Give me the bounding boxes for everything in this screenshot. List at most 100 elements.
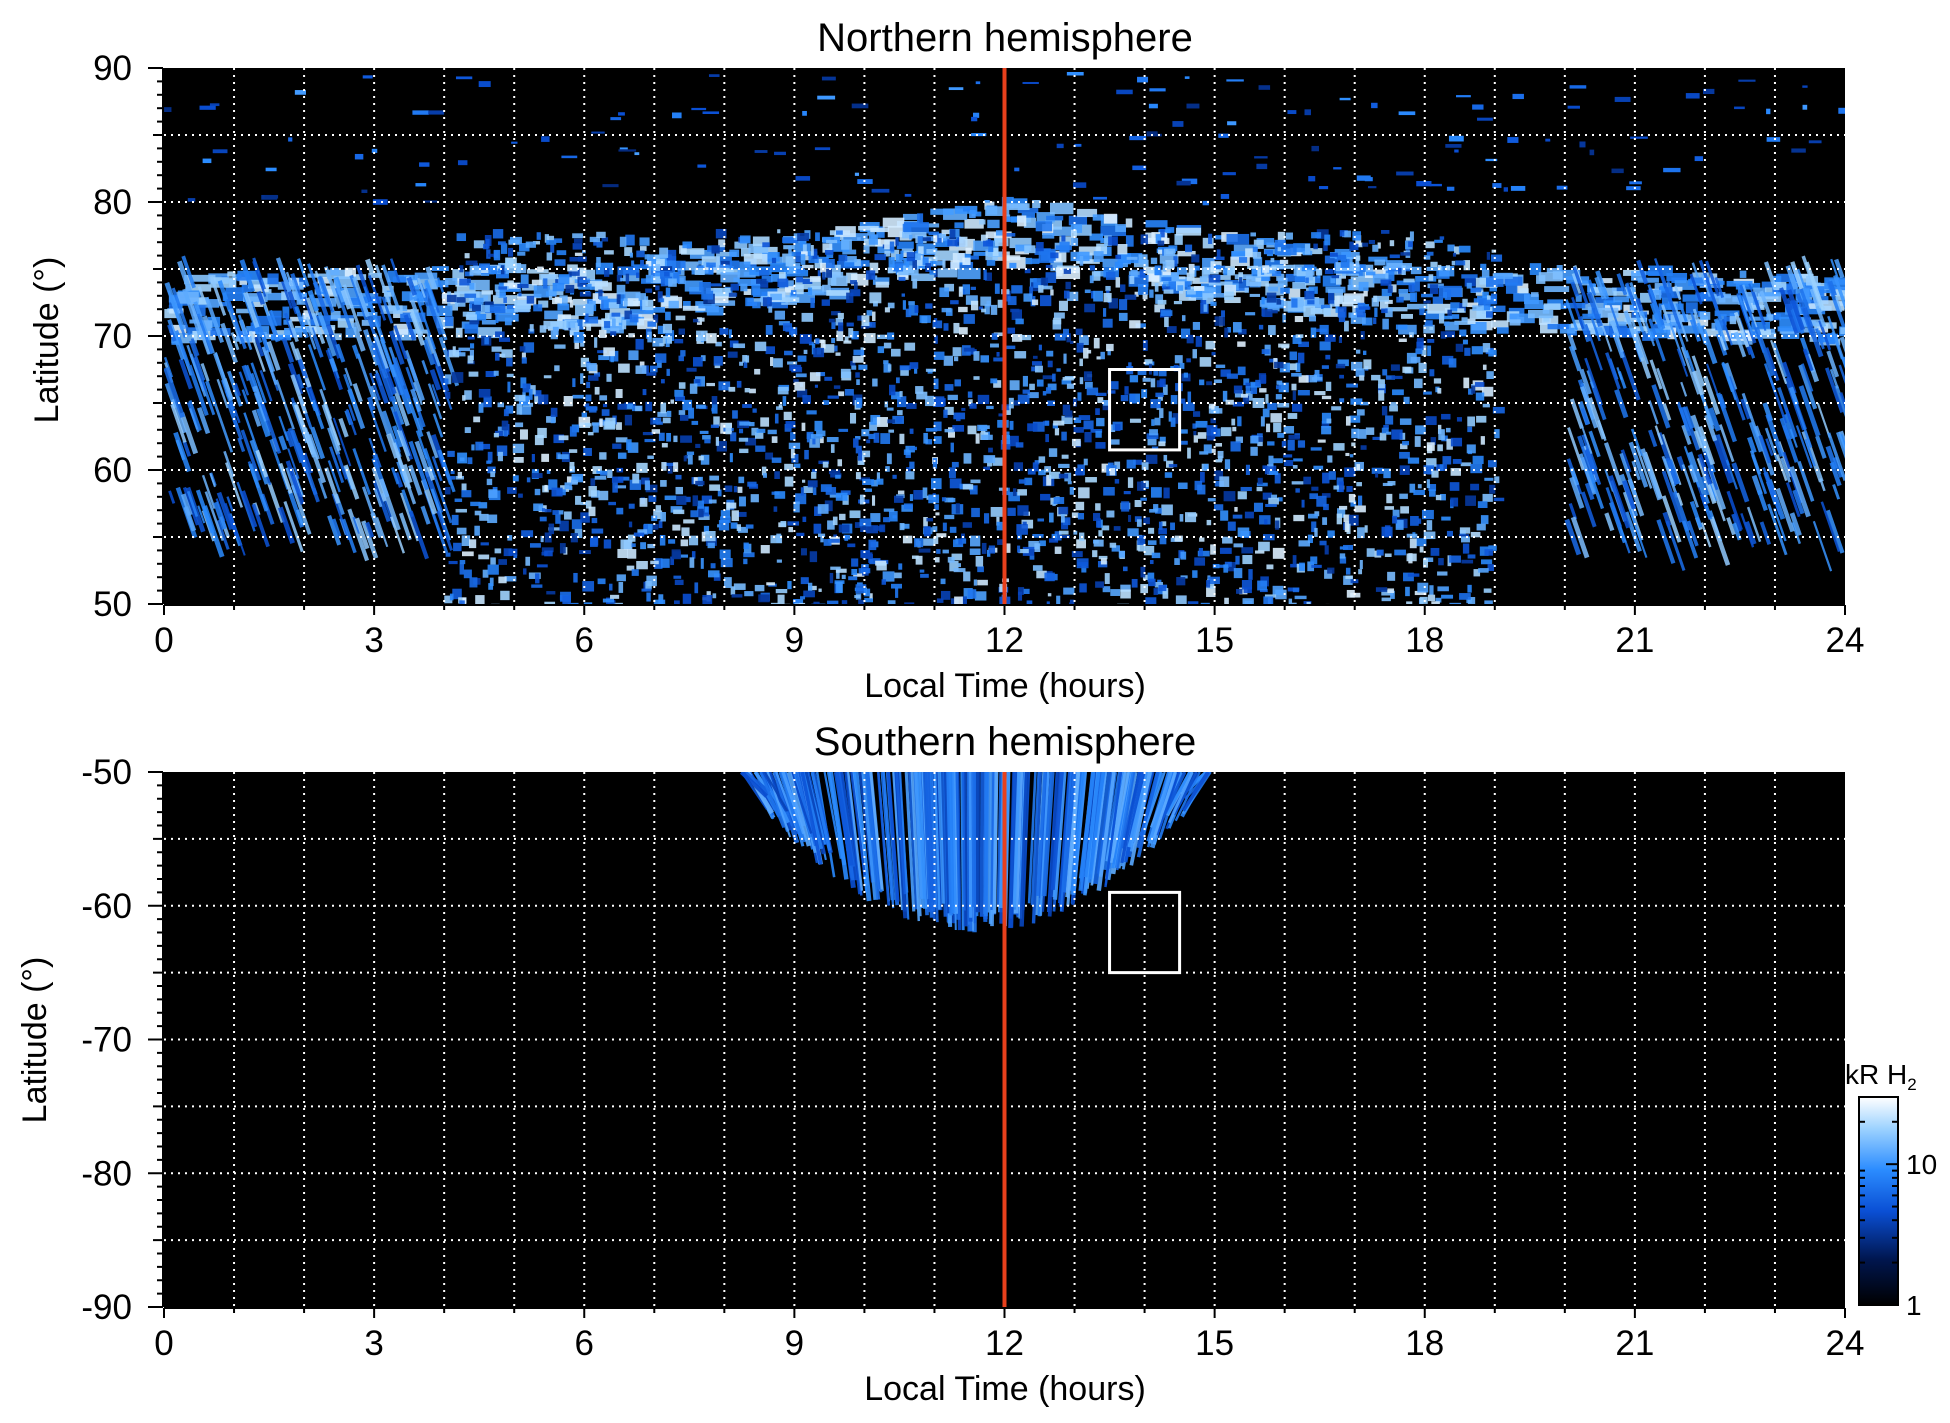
emission-cell <box>1120 395 1129 402</box>
y-tick-label: -90 <box>81 1288 132 1327</box>
emission-streak <box>1681 424 1692 446</box>
emission-cell <box>1273 422 1282 433</box>
emission-cell <box>464 293 477 298</box>
emission-cell <box>714 363 721 369</box>
emission-cell <box>1364 525 1368 533</box>
emission-streak <box>1107 772 1129 864</box>
emission-cell <box>1743 292 1757 303</box>
emission-streak <box>171 287 191 336</box>
emission-cell <box>802 110 807 116</box>
emission-cell <box>674 389 684 397</box>
emission-cell <box>470 501 481 507</box>
emission-cell <box>1076 539 1086 549</box>
emission-streak <box>1680 381 1688 397</box>
emission-cell <box>628 333 635 338</box>
emission-cell <box>679 245 687 254</box>
emission-cell <box>636 272 640 278</box>
emission-cell <box>1022 375 1028 387</box>
emission-cell <box>1461 559 1474 564</box>
emission-cell <box>965 295 978 305</box>
emission-cell <box>1172 121 1184 127</box>
emission-cell <box>914 305 919 313</box>
emission-cell <box>1245 382 1250 389</box>
emission-cell <box>1470 483 1480 491</box>
emission-streak <box>303 452 314 474</box>
emission-streak <box>1826 350 1840 378</box>
emission-cell <box>939 287 950 298</box>
emission-cell <box>803 486 813 494</box>
emission-streak <box>389 258 401 284</box>
emission-cell <box>1236 588 1243 594</box>
emission-cell <box>1206 586 1216 597</box>
emission-cell <box>1386 431 1392 435</box>
emission-cell <box>1289 351 1298 361</box>
emission-cell <box>1210 418 1216 424</box>
emission-cell <box>736 524 742 532</box>
emission-cell <box>801 312 814 322</box>
emission-streak <box>183 506 197 532</box>
emission-streak <box>1709 516 1731 566</box>
emission-cell <box>1157 240 1165 246</box>
emission-cell <box>500 243 508 254</box>
emission-streak <box>1765 413 1785 457</box>
emission-cell <box>1241 580 1253 590</box>
emission-cell <box>1761 281 1779 289</box>
emission-cell <box>1441 516 1451 521</box>
emission-cell <box>815 232 820 242</box>
emission-cell <box>925 439 933 445</box>
emission-cell <box>1258 324 1264 330</box>
emission-cell <box>1093 251 1104 262</box>
emission-cell <box>1084 289 1091 294</box>
emission-streak <box>1796 268 1812 304</box>
emission-streak <box>1104 772 1123 888</box>
emission-cell <box>1471 385 1476 394</box>
emission-cell <box>1271 494 1278 499</box>
emission-cell <box>854 259 861 266</box>
emission-cell <box>1715 320 1727 331</box>
emission-cell <box>593 239 598 246</box>
emission-cell <box>730 586 736 595</box>
emission-cell <box>1358 281 1369 292</box>
emission-cell <box>795 493 807 505</box>
emission-cell <box>797 232 810 241</box>
emission-cell <box>660 266 673 271</box>
emission-streak <box>960 772 965 931</box>
emission-cell <box>1137 284 1149 295</box>
emission-cell <box>925 368 937 372</box>
emission-cell <box>568 268 580 276</box>
emission-cell <box>844 336 849 343</box>
emission-cell <box>1323 503 1329 511</box>
emission-streak <box>250 362 267 404</box>
emission-streak <box>833 772 854 866</box>
north-title: Northern hemisphere <box>817 16 1193 60</box>
emission-cell <box>1214 316 1225 326</box>
emission-cell <box>851 558 859 567</box>
emission-cell <box>1494 429 1500 439</box>
emission-cell <box>1423 465 1435 475</box>
emission-cell <box>1074 143 1082 147</box>
emission-streak <box>937 772 945 904</box>
emission-streak <box>291 279 302 305</box>
emission-cell <box>1544 286 1570 293</box>
north-emission-cells <box>164 71 1845 604</box>
emission-cell <box>803 590 815 598</box>
emission-cell <box>743 542 749 550</box>
emission-cell <box>1260 416 1265 427</box>
emission-cell <box>794 602 806 604</box>
emission-streak <box>281 337 295 363</box>
emission-cell <box>558 510 564 515</box>
emission-cell <box>1318 186 1329 190</box>
emission-cell <box>770 602 780 604</box>
emission-cell <box>507 487 517 494</box>
emission-cell <box>869 558 881 565</box>
emission-streak <box>1832 483 1841 500</box>
emission-cell <box>1414 436 1421 447</box>
emission-cell <box>695 379 700 384</box>
emission-cell <box>1292 403 1303 412</box>
emission-cell <box>887 225 905 238</box>
emission-cell <box>539 325 547 333</box>
emission-cell <box>616 274 623 282</box>
emission-cell <box>652 264 661 271</box>
emission-cell <box>1102 308 1107 317</box>
emission-cell <box>1450 314 1460 319</box>
